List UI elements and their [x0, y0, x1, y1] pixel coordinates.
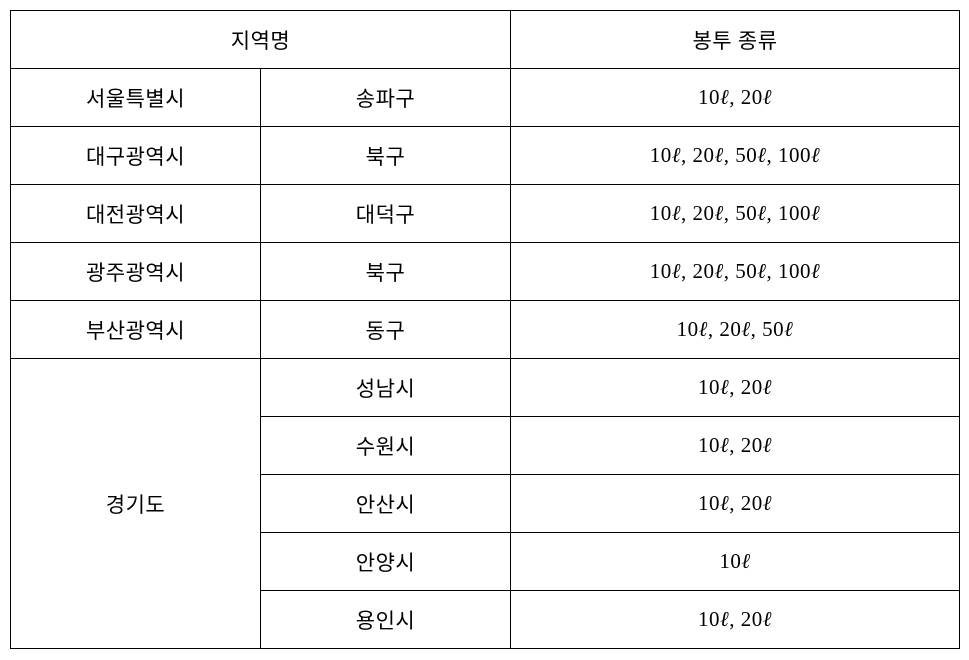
cell-region2: 성남시	[261, 359, 511, 417]
cell-region2: 대덕구	[261, 185, 511, 243]
cell-type: 10ℓ, 20ℓ	[511, 417, 960, 475]
cell-type: 10ℓ, 20ℓ	[511, 475, 960, 533]
cell-region2: 동구	[261, 301, 511, 359]
cell-region1: 대구광역시	[11, 127, 261, 185]
cell-region1: 서울특별시	[11, 69, 261, 127]
cell-region2: 북구	[261, 243, 511, 301]
table-row: 서울특별시송파구10ℓ, 20ℓ	[11, 69, 960, 127]
table-row: 부산광역시동구10ℓ, 20ℓ, 50ℓ	[11, 301, 960, 359]
cell-region1: 부산광역시	[11, 301, 261, 359]
cell-type: 10ℓ, 20ℓ, 50ℓ, 100ℓ	[511, 243, 960, 301]
cell-type: 10ℓ, 20ℓ	[511, 591, 960, 649]
cell-type: 10ℓ	[511, 533, 960, 591]
table-row: 광주광역시북구10ℓ, 20ℓ, 50ℓ, 100ℓ	[11, 243, 960, 301]
table-row: 대구광역시북구10ℓ, 20ℓ, 50ℓ, 100ℓ	[11, 127, 960, 185]
cell-region2: 안양시	[261, 533, 511, 591]
table-row: 경기도성남시10ℓ, 20ℓ	[11, 359, 960, 417]
cell-type: 10ℓ, 20ℓ, 50ℓ, 100ℓ	[511, 185, 960, 243]
region-bag-table: 지역명 봉투 종류 서울특별시송파구10ℓ, 20ℓ대구광역시북구10ℓ, 20…	[10, 10, 960, 649]
table-body: 서울특별시송파구10ℓ, 20ℓ대구광역시북구10ℓ, 20ℓ, 50ℓ, 10…	[11, 69, 960, 649]
cell-type: 10ℓ, 20ℓ, 50ℓ, 100ℓ	[511, 127, 960, 185]
cell-region1: 경기도	[11, 359, 261, 649]
cell-region1: 대전광역시	[11, 185, 261, 243]
header-type: 봉투 종류	[511, 11, 960, 69]
cell-region2: 수원시	[261, 417, 511, 475]
cell-type: 10ℓ, 20ℓ	[511, 69, 960, 127]
table-row: 대전광역시대덕구10ℓ, 20ℓ, 50ℓ, 100ℓ	[11, 185, 960, 243]
header-region: 지역명	[11, 11, 511, 69]
cell-region2: 북구	[261, 127, 511, 185]
cell-region2: 용인시	[261, 591, 511, 649]
cell-region1: 광주광역시	[11, 243, 261, 301]
cell-type: 10ℓ, 20ℓ, 50ℓ	[511, 301, 960, 359]
cell-type: 10ℓ, 20ℓ	[511, 359, 960, 417]
table-header-row: 지역명 봉투 종류	[11, 11, 960, 69]
cell-region2: 송파구	[261, 69, 511, 127]
cell-region2: 안산시	[261, 475, 511, 533]
